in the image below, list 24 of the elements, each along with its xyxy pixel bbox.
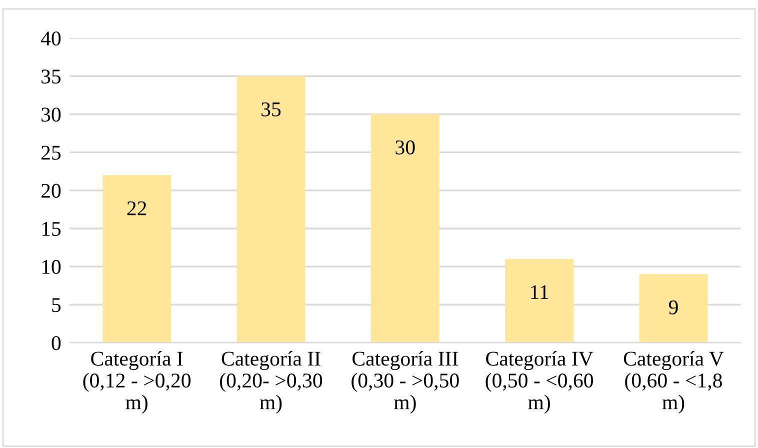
y-tick-label: 20 xyxy=(41,184,61,198)
data-label: 22 xyxy=(127,201,146,216)
data-label: 9 xyxy=(668,300,678,314)
y-tick-label: 0 xyxy=(52,336,61,350)
data-label: 35 xyxy=(262,102,281,116)
y-tick-label: 40 xyxy=(40,31,61,46)
x-tick-label: Categoría IV (0,50 - <0,60 m) xyxy=(486,351,594,414)
y-tick-label: 15 xyxy=(42,222,61,236)
y-tick-label: 35 xyxy=(42,70,61,84)
data-label: 30 xyxy=(396,140,415,154)
y-tick-label: 5 xyxy=(52,298,61,312)
y-tick-label: 30 xyxy=(42,108,61,122)
bar xyxy=(639,274,708,343)
bar xyxy=(370,114,440,343)
bar xyxy=(236,76,306,343)
y-tick-label: 10 xyxy=(42,260,61,274)
x-tick-label: Categoría III (0,30 - >0,50 m) xyxy=(352,351,459,414)
bar xyxy=(102,175,172,343)
bar xyxy=(505,258,574,343)
y-tick-label: 25 xyxy=(41,146,61,160)
x-tick-label: Categoría II (0,20- >0,30 m) xyxy=(220,351,322,414)
data-label: 11 xyxy=(531,285,548,299)
x-tick-label: Categoría V (0,60 - <1,8 m) xyxy=(624,351,724,414)
x-tick-label: Categoría I (0,12 - >0,20 m) xyxy=(83,351,191,414)
